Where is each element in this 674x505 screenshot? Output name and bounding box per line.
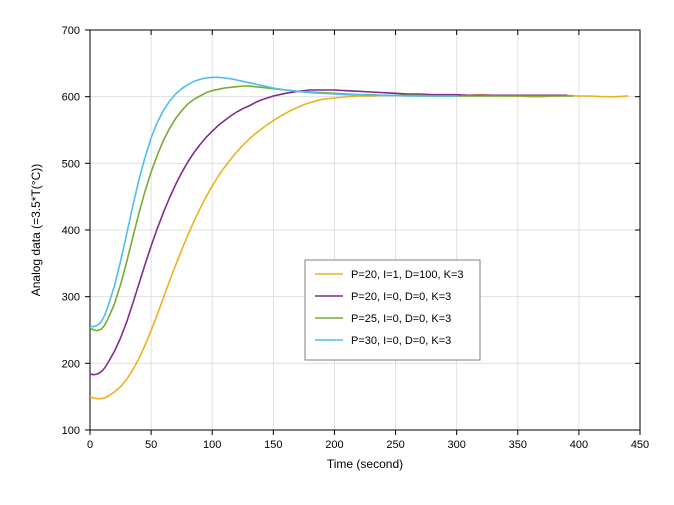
y-tick-label: 200: [62, 358, 80, 370]
chart-container: 0 50 100 150 200 250 300 350 400 450 100 200 300 400 5…: [0, 0, 674, 505]
legend: P=20, I=1, D=100, K=3 P=20, I=0, D=0, K=3…: [305, 260, 480, 360]
y-tick-label: 400: [62, 225, 80, 237]
legend-label: P=20, I=0, D=0, K=3: [351, 291, 451, 303]
x-tick-label: 200: [325, 439, 343, 451]
x-tick-label: 0: [87, 439, 93, 451]
x-axis-label: Time (second): [327, 457, 403, 471]
legend-label: P=30, I=0, D=0, K=3: [351, 335, 451, 347]
line-chart: 0 50 100 150 200 250 300 350 400 450 100 200 300 400 5…: [0, 0, 674, 505]
y-tick-label: 600: [62, 92, 80, 104]
x-tick-label: 50: [145, 439, 157, 451]
x-tick-label: 100: [203, 439, 221, 451]
y-tick-label: 500: [62, 158, 80, 170]
y-tick-label: 700: [62, 25, 80, 37]
legend-label: P=25, I=0, D=0, K=3: [351, 313, 451, 325]
legend-label: P=20, I=1, D=100, K=3: [351, 269, 464, 281]
y-axis-label: Analog data (=3.5*T(°C)): [29, 164, 43, 297]
x-tick-label: 250: [386, 439, 404, 451]
x-tick-label: 350: [509, 439, 527, 451]
y-tick-label: 300: [62, 292, 80, 304]
x-tick-label: 400: [570, 439, 588, 451]
y-tick-label: 100: [62, 425, 80, 437]
x-tick-label: 450: [631, 439, 649, 451]
x-tick-label: 300: [447, 439, 465, 451]
x-tick-label: 150: [264, 439, 282, 451]
